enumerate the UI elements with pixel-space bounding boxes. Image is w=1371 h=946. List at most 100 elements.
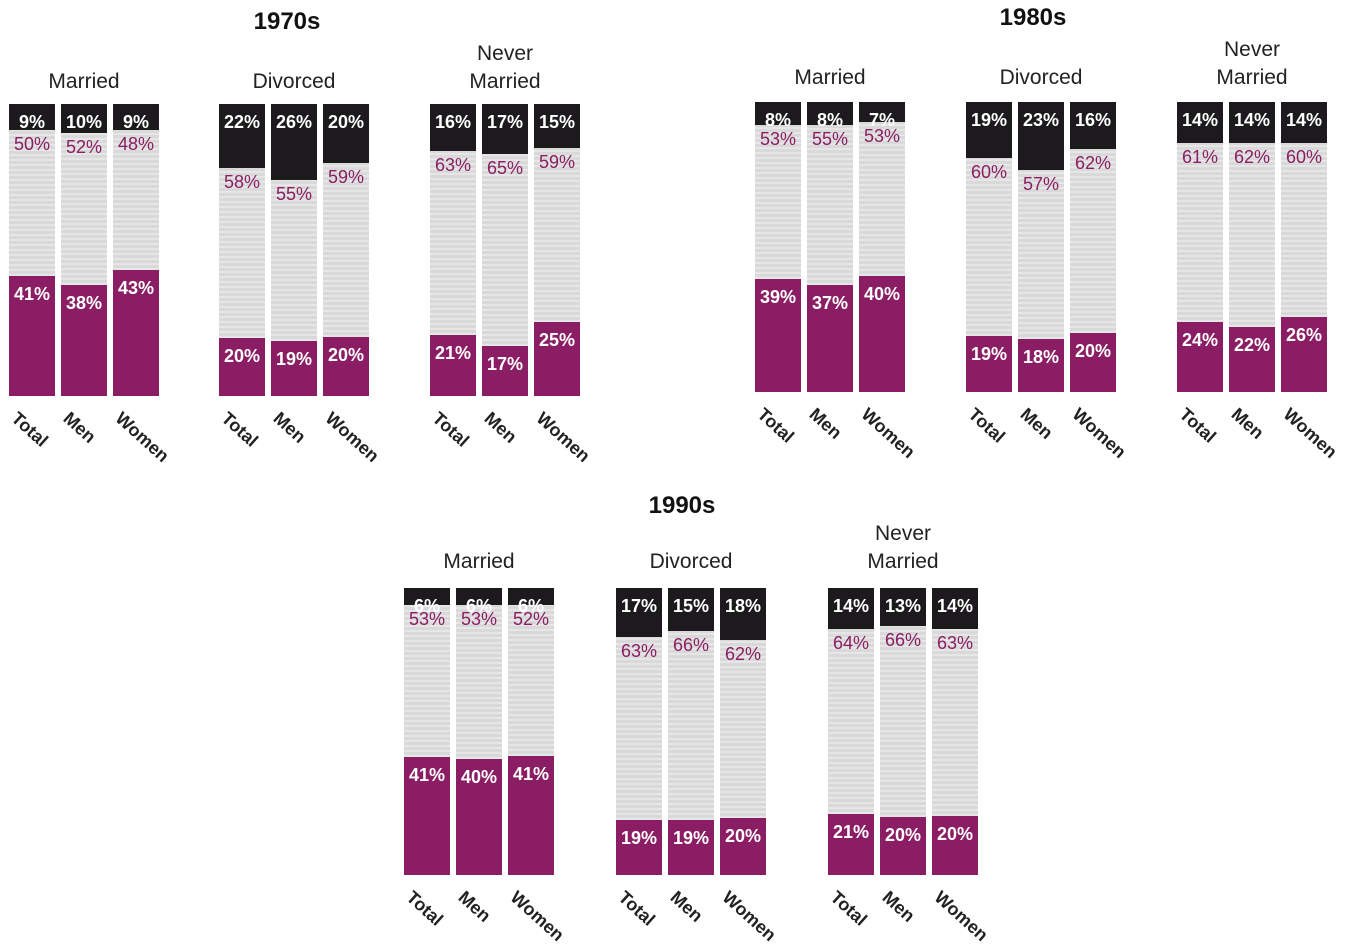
bar-segment-bottom: [932, 815, 978, 875]
bar-segment-bottom: [755, 278, 801, 392]
group-title: Divorced: [650, 548, 733, 576]
value-label-bottom: 18%: [1022, 346, 1060, 367]
category-label: Women: [1279, 404, 1342, 463]
category-label: Men: [805, 404, 846, 443]
bar-segment-bottom: [880, 817, 926, 875]
group-title: Never Married: [1216, 36, 1287, 92]
value-label-bottom: 20%: [724, 825, 762, 846]
category-label: Women: [506, 887, 569, 946]
value-label-bottom: 43%: [117, 278, 155, 299]
value-label-bottom: 26%: [1285, 324, 1323, 345]
value-label-top: 18%: [724, 596, 762, 616]
category-label: Women: [718, 887, 781, 946]
value-label-middle: 52%: [512, 609, 550, 630]
bar-segment-middle: [9, 130, 55, 277]
value-label-top: 15%: [538, 112, 576, 132]
category-label: Total: [753, 404, 798, 447]
value-label-bottom: 21%: [832, 822, 870, 843]
value-label-top: 6%: [517, 596, 545, 616]
value-label-middle: 50%: [13, 134, 51, 155]
bar-segment-bottom: [456, 759, 502, 875]
value-label-bottom: 25%: [538, 330, 576, 351]
bar-segment-bottom: [720, 817, 766, 875]
category-label: Total: [1175, 404, 1220, 447]
value-label-top: 14%: [832, 596, 870, 616]
bar-segment-top: [755, 102, 801, 126]
group-title-line: Married: [794, 66, 866, 89]
category-label: Women: [1068, 404, 1131, 463]
value-label-middle: 63%: [936, 633, 974, 654]
bar-segment-middle: [1281, 142, 1327, 317]
value-label-bottom: 37%: [811, 292, 849, 313]
category-label: Total: [614, 887, 659, 930]
bar-segment-middle: [430, 150, 476, 335]
value-label-bottom: 40%: [863, 284, 901, 304]
value-label-top: 8%: [764, 110, 792, 130]
value-label-bottom: 17%: [486, 353, 524, 374]
bar-segment-top: [271, 104, 317, 180]
bar-segment-middle: [720, 639, 766, 818]
value-label-middle: 62%: [1233, 147, 1271, 168]
category-label: Men: [59, 408, 100, 447]
value-label-top: 14%: [1285, 110, 1323, 130]
value-label-middle: 62%: [724, 643, 762, 664]
value-label-top: 17%: [486, 112, 524, 132]
decade-title: 1980s: [999, 4, 1067, 31]
bar-segment-top: [61, 104, 107, 134]
value-label-top: 16%: [1074, 110, 1112, 130]
bar-segment-bottom: [534, 322, 580, 396]
value-label-middle: 66%: [884, 629, 922, 650]
value-label-bottom: 24%: [1181, 329, 1219, 350]
value-label-top: 13%: [884, 596, 922, 616]
value-label-middle: 65%: [486, 158, 524, 179]
bar-segment-bottom: [1229, 326, 1275, 392]
value-label-middle: 62%: [1074, 153, 1112, 174]
bar-segment-middle: [932, 629, 978, 816]
bar-segment-top: [828, 588, 874, 629]
bar-segment-bottom: [1281, 316, 1327, 392]
category-label: Women: [111, 408, 174, 467]
value-label-top: 8%: [816, 110, 844, 130]
value-label-bottom: 41%: [512, 764, 550, 785]
value-label-middle: 48%: [117, 134, 155, 155]
bar-segment-top: [508, 588, 554, 606]
value-label-top: 9%: [122, 112, 150, 132]
value-label-top: 23%: [1022, 110, 1060, 130]
bar-segment-bottom: [1177, 321, 1223, 392]
category-label: Total: [402, 887, 447, 930]
category-label: Women: [532, 408, 595, 467]
category-label: Men: [666, 887, 707, 926]
value-label-top: 16%: [434, 112, 472, 132]
value-label-middle: 66%: [672, 635, 710, 656]
group-title-line: Divorced: [649, 550, 733, 573]
bar-segment-middle: [271, 179, 317, 341]
group-title: Never Married: [469, 40, 540, 96]
bar-segment-top: [1281, 102, 1327, 143]
category-label: Men: [269, 408, 310, 447]
group-title-line: Never: [1223, 38, 1281, 61]
value-label-top: 10%: [65, 112, 103, 132]
bar-segment-bottom: [430, 334, 476, 396]
category-label: Women: [930, 887, 993, 946]
bar-segment-middle: [113, 130, 159, 271]
bar-segment-middle: [1018, 170, 1064, 339]
bar-segment-middle: [61, 133, 107, 286]
value-label-top: 19%: [970, 110, 1008, 130]
bar-segment-top: [859, 102, 905, 123]
group-title-line: Never: [476, 42, 534, 65]
decade-title: 1990s: [648, 492, 716, 519]
group-title-line: Married: [469, 70, 541, 93]
bar-segment-bottom: [828, 814, 874, 875]
value-label-bottom: 20%: [936, 823, 974, 844]
bar-segment-top: [880, 588, 926, 626]
value-label-bottom: 19%: [620, 827, 658, 848]
bar-segment-middle: [534, 148, 580, 323]
bar-segment-bottom: [61, 285, 107, 396]
decade-title: 1970s: [253, 8, 321, 35]
value-label-bottom: 41%: [13, 284, 51, 305]
bar-segment-bottom: [1018, 338, 1064, 392]
category-label: Men: [480, 408, 521, 447]
value-label-middle: 53%: [460, 609, 498, 630]
group-title-line: Never: [874, 522, 932, 545]
bar-segment-top: [668, 588, 714, 632]
